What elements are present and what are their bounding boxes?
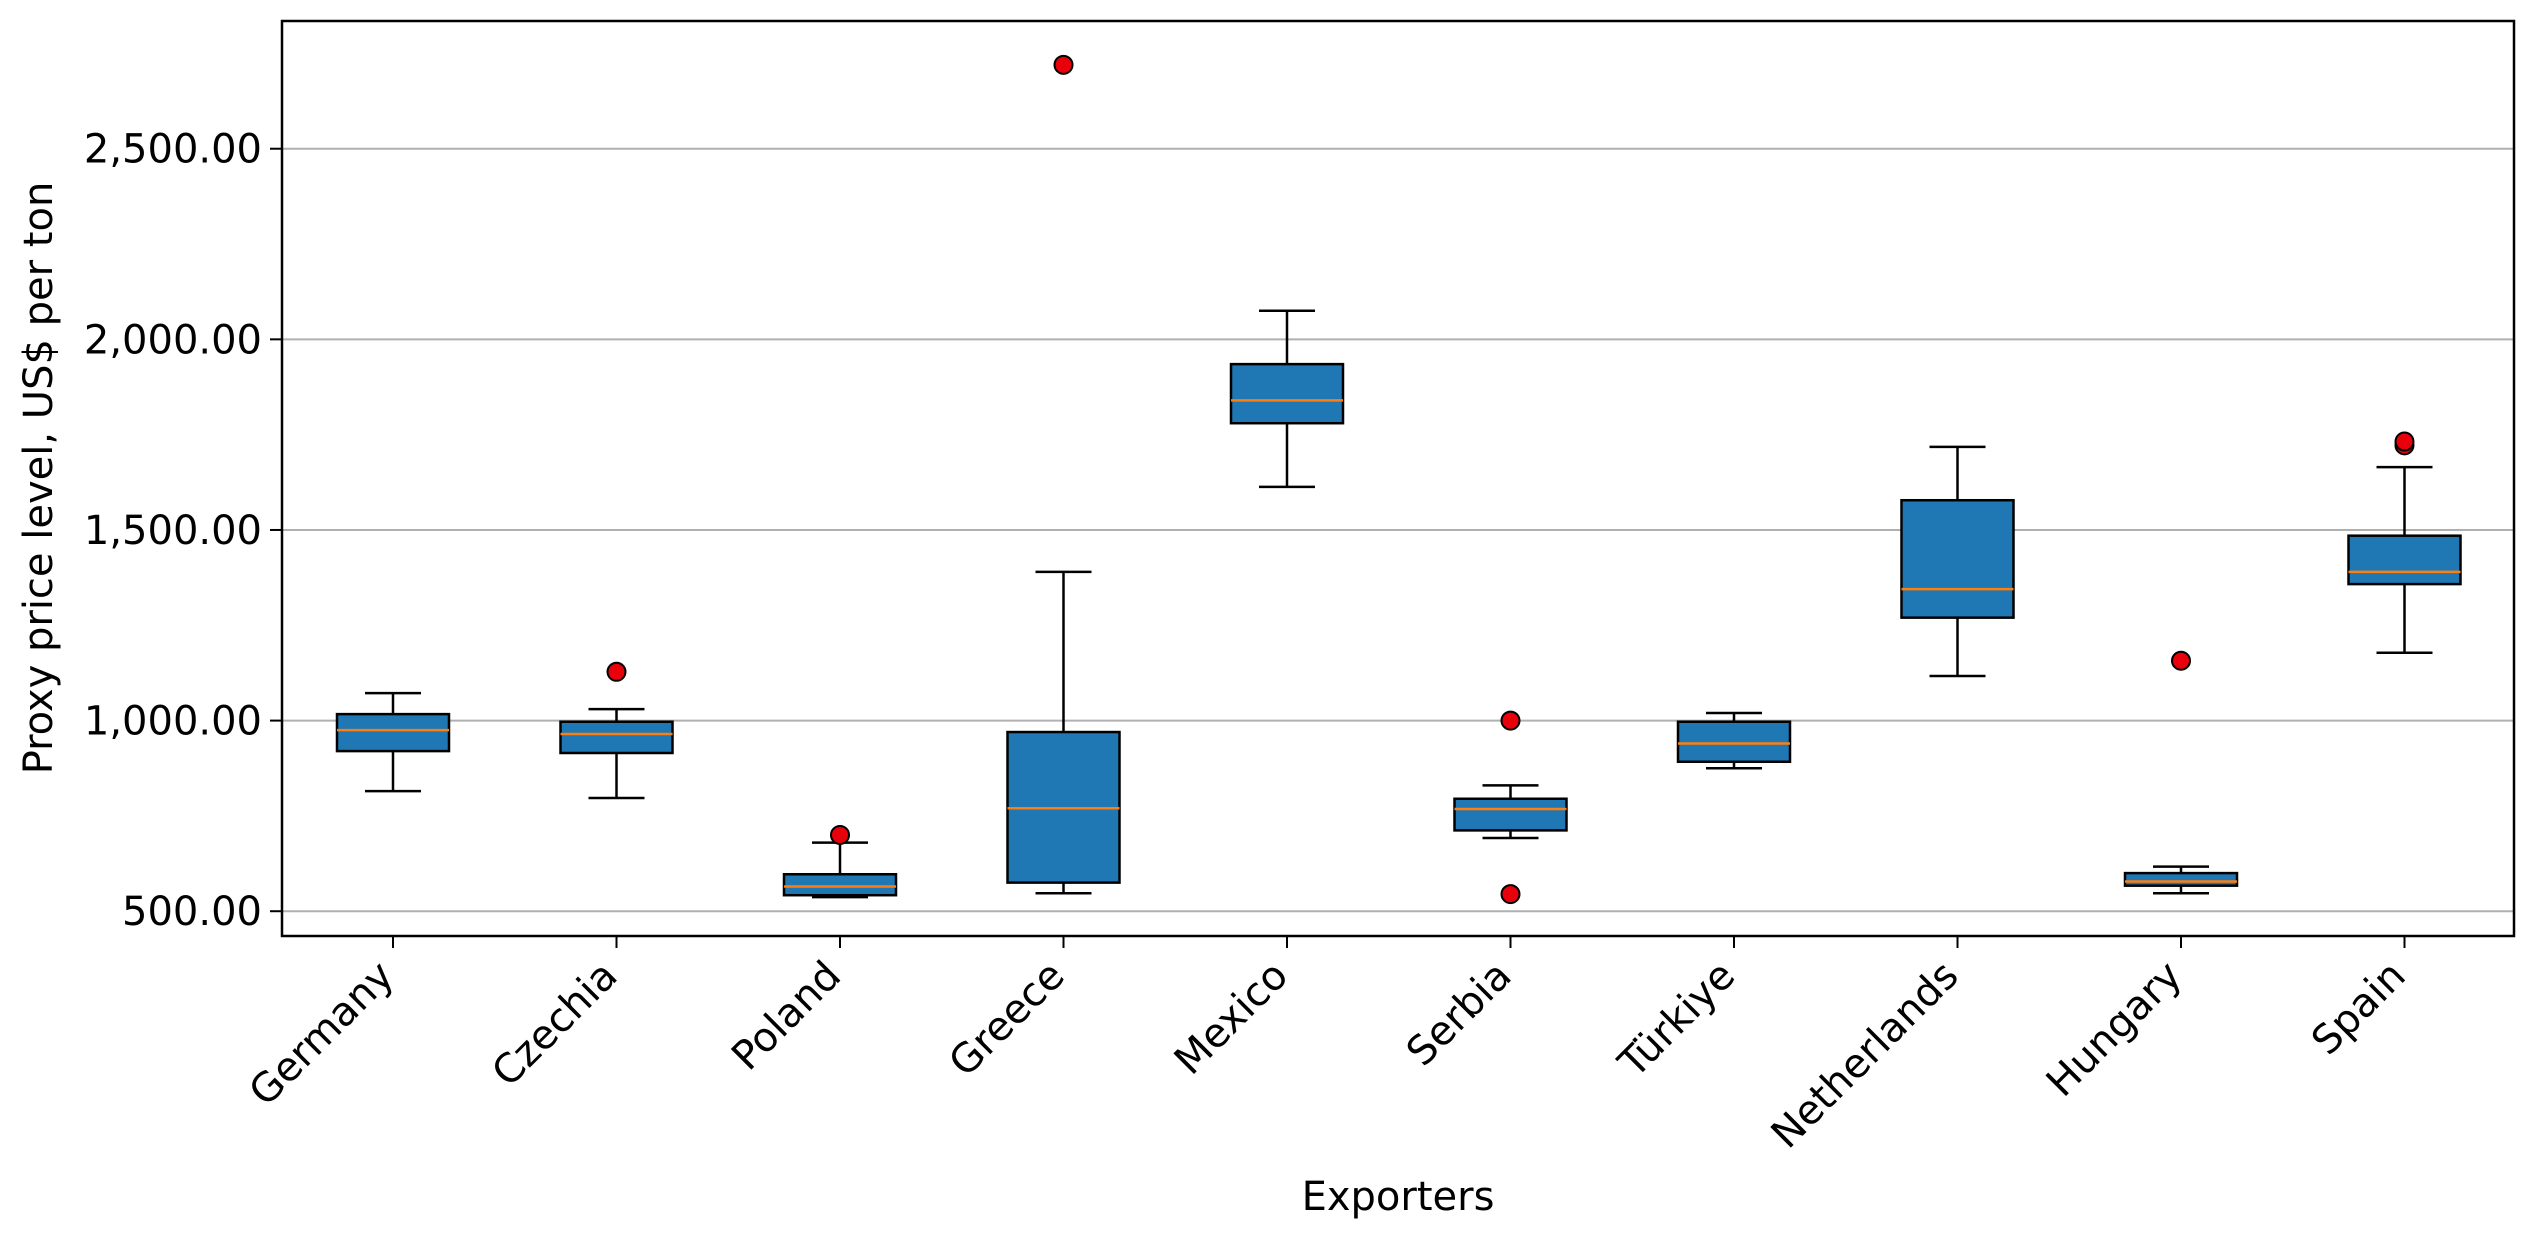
box-iqr: [335, 712, 451, 753]
box-group: [1900, 445, 2015, 678]
box-group: [782, 824, 898, 899]
y-tick-label: 500.00: [122, 889, 262, 935]
x-axis-title: Exporters: [1302, 1174, 1495, 1220]
x-tick-label: Spain: [2303, 953, 2415, 1065]
outlier-point: [830, 824, 850, 845]
box-group: [335, 691, 451, 793]
box-iqr: [1453, 797, 1568, 832]
y-axis-ticks: 500.00 1,000.00 1,500.00 2,000.00 2,500.00: [84, 127, 282, 935]
box-iqr: [782, 872, 898, 897]
box-iqr: [2123, 871, 2239, 887]
box-group: [1229, 309, 1345, 489]
outlier-point: [2171, 650, 2191, 671]
x-tick-label: Poland: [723, 953, 850, 1080]
x-tick-label: Hungary: [2038, 953, 2191, 1106]
box-iqr: [559, 720, 674, 755]
box-group: [559, 661, 674, 800]
y-tick-label: 1,000.00: [84, 699, 262, 745]
x-tick-label: Türkiye: [1609, 953, 1744, 1088]
y-axis-title: Proxy price level, US$ per ton: [16, 182, 62, 775]
x-tick-label: Greece: [940, 953, 1073, 1086]
y-tick-label: 1,500.00: [84, 508, 262, 554]
box-group: [2347, 431, 2462, 654]
box-iqr: [1229, 362, 1345, 425]
x-tick-label: Mexico: [1166, 953, 1297, 1084]
outlier-point: [2394, 431, 2415, 452]
box-group: [1676, 711, 1792, 770]
outlier-point: [606, 661, 627, 682]
plot-frame: [280, 19, 2516, 938]
y-tick-label: 2,000.00: [84, 317, 262, 363]
box-group: [1006, 54, 1121, 895]
outlier-point: [1500, 884, 1521, 905]
x-axis-ticks: Germany Czechia Poland Greece Mexico Serbia Tü…: [241, 936, 2415, 1157]
box-group: [1453, 710, 1568, 905]
x-tick-label: Netherlands: [1763, 953, 1968, 1158]
x-tick-label: Serbia: [1398, 953, 1521, 1076]
box-iqr: [1676, 720, 1792, 764]
box-series: [335, 54, 2462, 905]
x-tick-label: Czechia: [483, 953, 626, 1096]
y-tick-label: 2,500.00: [84, 127, 262, 173]
box-iqr: [2347, 534, 2462, 586]
x-tick-label: Germany: [241, 953, 404, 1116]
outlier-point: [1500, 710, 1521, 731]
box-group: [2123, 650, 2239, 895]
outlier-point: [1053, 54, 1074, 75]
box-iqr: [1900, 498, 2015, 619]
